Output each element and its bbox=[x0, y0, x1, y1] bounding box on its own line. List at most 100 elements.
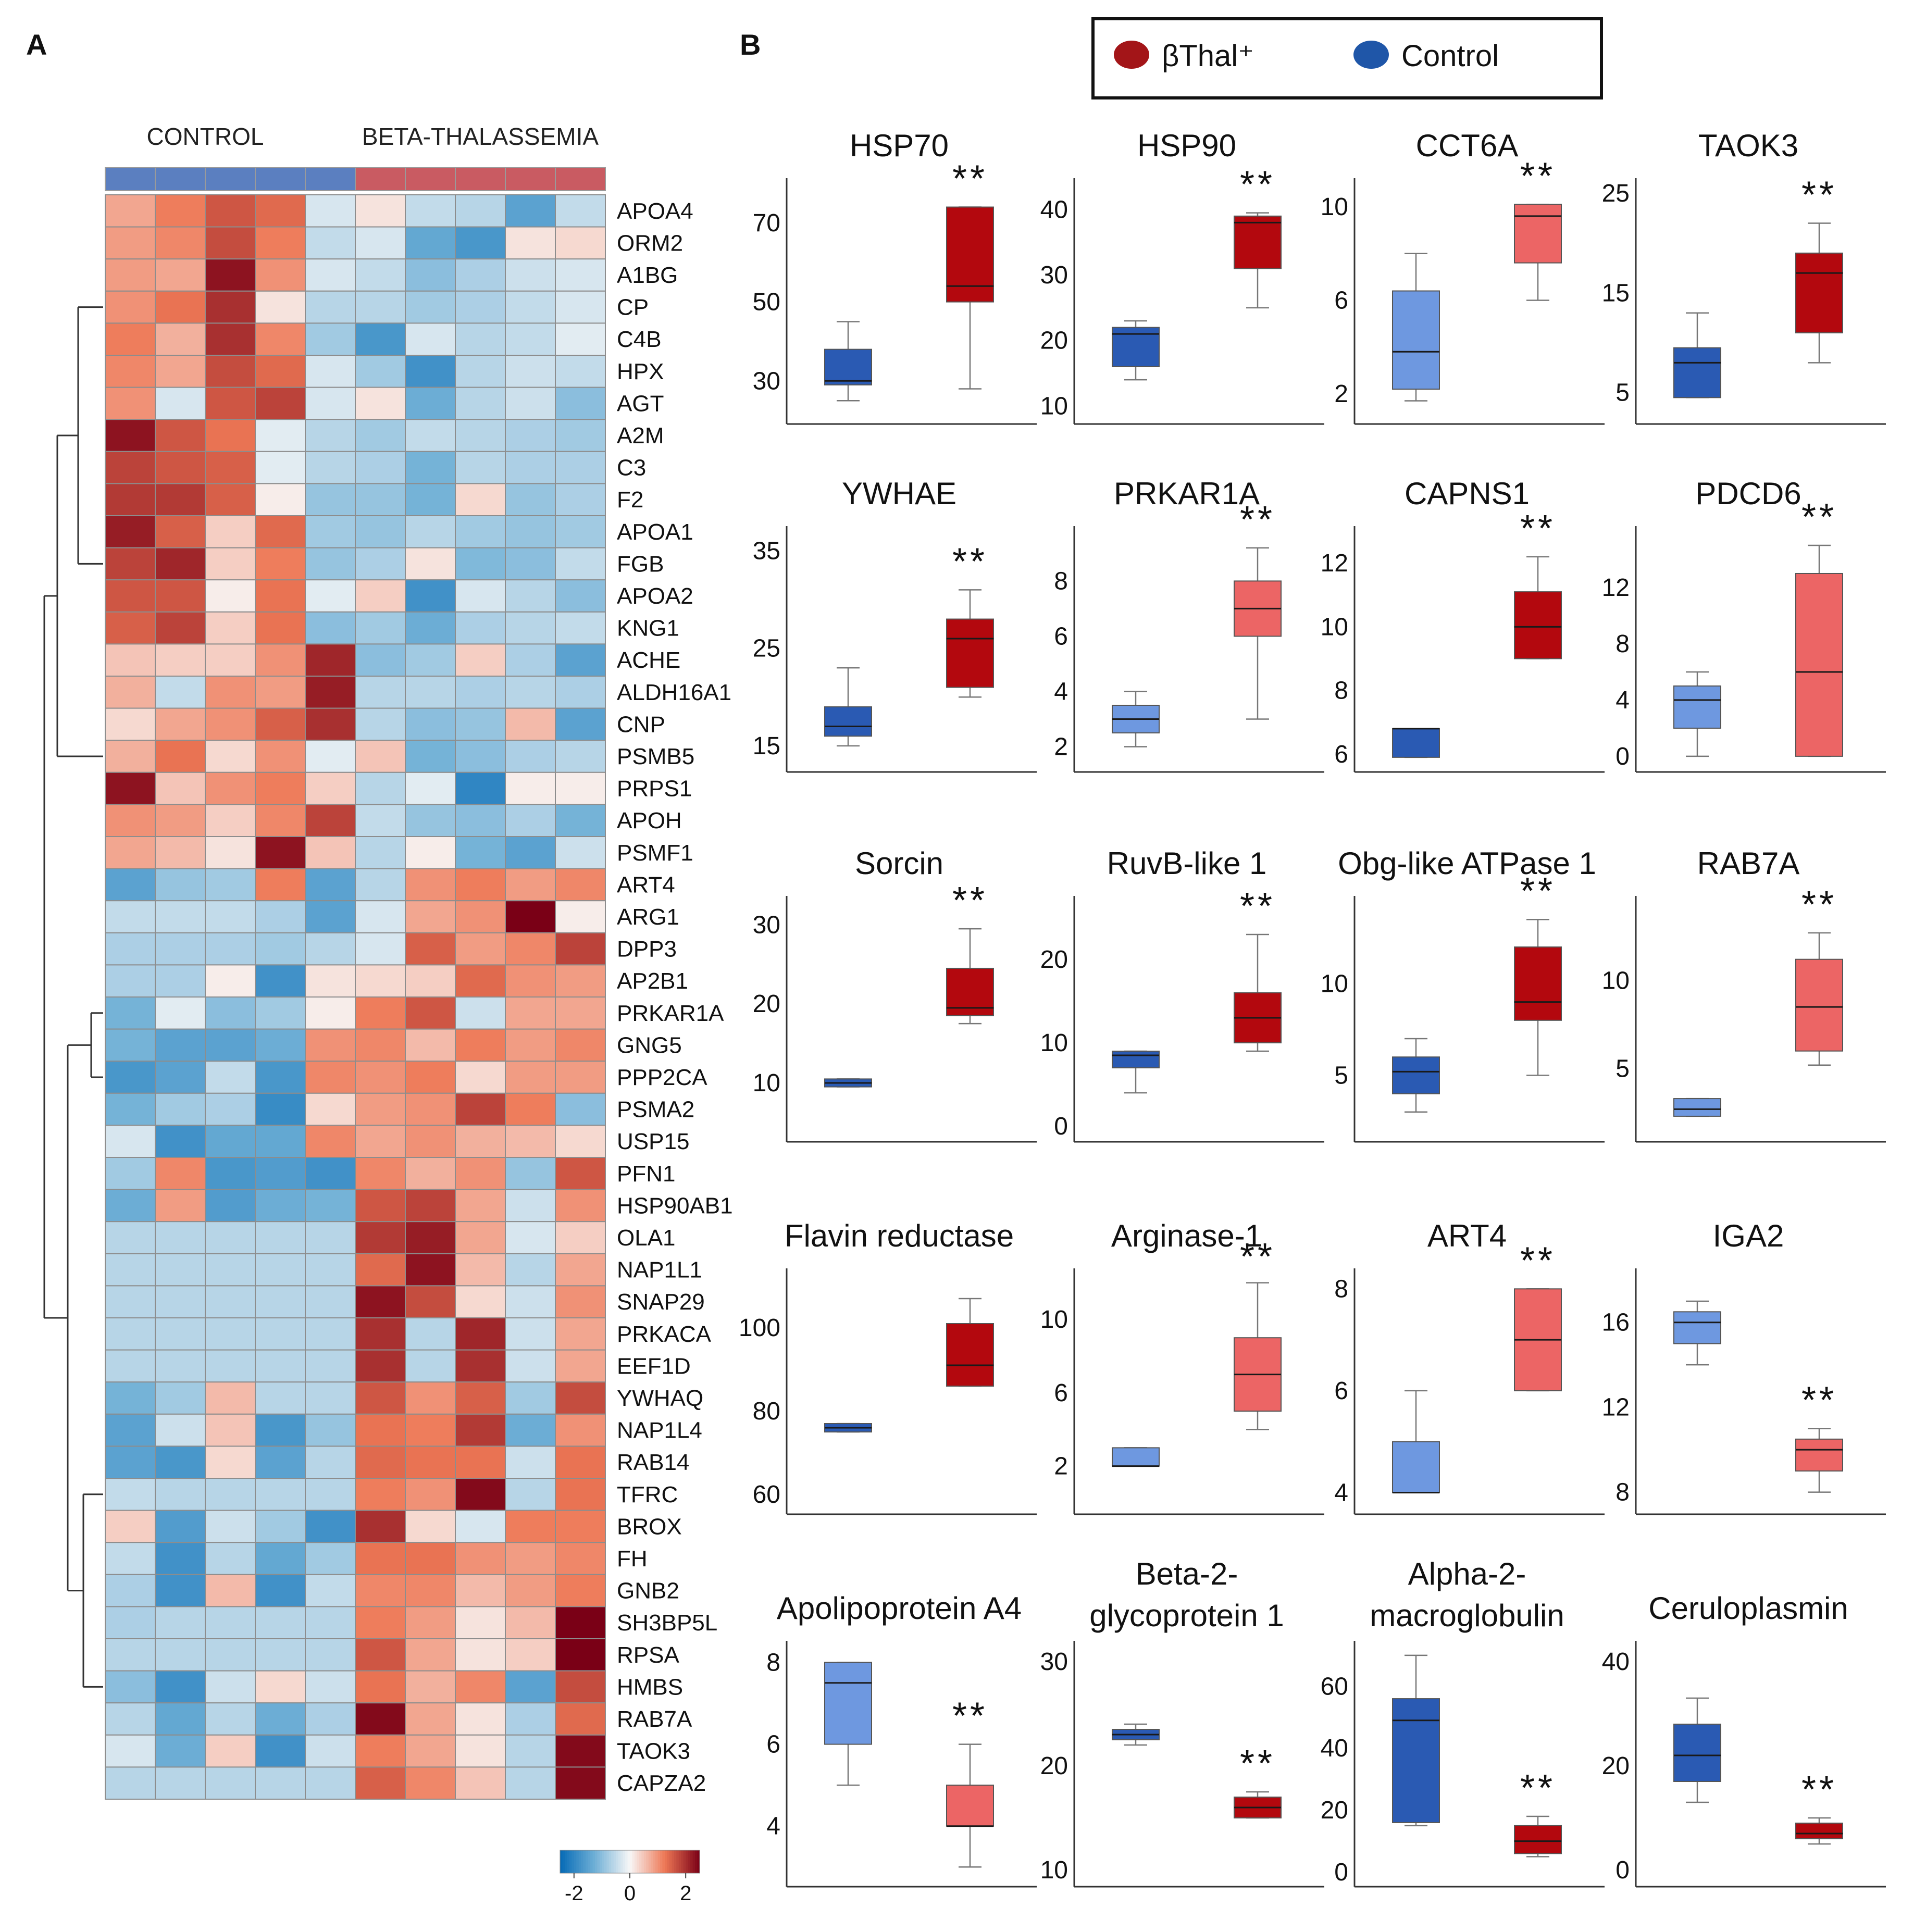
heatmap-cell bbox=[405, 1125, 455, 1157]
heatmap-cell bbox=[505, 1671, 555, 1703]
boxplot-chart: Apolipoprotein A4468** bbox=[766, 1591, 1037, 1887]
heatmap-cell bbox=[305, 1446, 355, 1478]
heatmap-cell bbox=[555, 1671, 605, 1703]
heatmap-cell bbox=[555, 1575, 605, 1607]
colorbar-segment bbox=[651, 1850, 653, 1873]
heatmap-cell bbox=[255, 1703, 305, 1735]
y-tick-label: 0 bbox=[1616, 743, 1630, 770]
heatmap-cell bbox=[155, 580, 205, 612]
heatmap-cell bbox=[205, 259, 255, 291]
heatmap-cell bbox=[405, 1639, 455, 1671]
heatmap-cell bbox=[455, 1061, 505, 1093]
y-tick-label: 70 bbox=[753, 209, 780, 237]
heatmap-cell bbox=[155, 259, 205, 291]
heatmap-cell bbox=[505, 452, 555, 484]
heatmap-cell bbox=[555, 1767, 605, 1799]
boxplot-chart: HSP90 10 20 30 40 ** bbox=[1040, 128, 1324, 424]
heatmap-cell bbox=[205, 1157, 255, 1190]
gene-label: F2 bbox=[617, 487, 643, 513]
column-annotation-cell bbox=[505, 168, 555, 191]
column-annotation-cell bbox=[155, 168, 205, 191]
y-tick-label: 6 bbox=[766, 1731, 780, 1759]
heatmap-cell bbox=[505, 676, 555, 708]
heatmap-cell bbox=[355, 1254, 405, 1286]
heatmap-cell bbox=[455, 1767, 505, 1799]
heatmap-cell bbox=[355, 708, 405, 741]
y-tick-label: 25 bbox=[1602, 180, 1630, 207]
panel-a-label: A bbox=[26, 28, 47, 61]
heatmap-cell bbox=[305, 1606, 355, 1639]
heatmap-cell bbox=[205, 483, 255, 516]
heatmap-cell bbox=[155, 1735, 205, 1767]
heatmap-cell bbox=[155, 1414, 205, 1447]
heatmap-cell bbox=[355, 1542, 405, 1575]
heatmap-cell bbox=[555, 1350, 605, 1382]
gene-label: FGB bbox=[617, 551, 664, 577]
heatmap-cell bbox=[205, 1125, 255, 1157]
heatmap-cell bbox=[255, 1735, 305, 1767]
box-bthal bbox=[947, 1785, 993, 1826]
y-tick-label: 5 bbox=[1616, 1055, 1630, 1083]
heatmap-cell bbox=[155, 419, 205, 452]
gene-label: C4B bbox=[617, 327, 662, 352]
heatmap-cell bbox=[205, 1446, 255, 1478]
heatmap-cell bbox=[105, 355, 155, 388]
boxplot-title: IGA2 bbox=[1713, 1218, 1784, 1253]
heatmap-cell bbox=[405, 1286, 455, 1318]
heatmap-cell bbox=[355, 965, 405, 997]
heatmap-cell bbox=[405, 291, 455, 323]
heatmap-cell bbox=[105, 1157, 155, 1190]
heatmap-cell bbox=[305, 323, 355, 355]
gene-label: DPP3 bbox=[617, 937, 677, 962]
heatmap-cell bbox=[455, 1254, 505, 1286]
colorbar-segment bbox=[618, 1850, 621, 1873]
box-control bbox=[1112, 1051, 1159, 1068]
heatmap-cell bbox=[205, 548, 255, 580]
colorbar-segment bbox=[686, 1850, 688, 1873]
heatmap-cell bbox=[355, 452, 405, 484]
heatmap-cell bbox=[405, 1190, 455, 1222]
boxplot-chart: IGA281216** bbox=[1602, 1218, 1886, 1514]
box-control bbox=[1674, 348, 1721, 398]
colorbar-segment bbox=[695, 1850, 698, 1873]
heatmap-cell bbox=[455, 1735, 505, 1767]
y-tick-label: 5 bbox=[1616, 379, 1630, 407]
y-tick-label: 20 bbox=[1040, 946, 1068, 974]
colorbar-segment bbox=[653, 1850, 656, 1873]
heatmap-cell bbox=[355, 837, 405, 869]
heatmap-cell bbox=[105, 1286, 155, 1318]
heatmap-cell bbox=[505, 483, 555, 516]
heatmap-cell bbox=[255, 1382, 305, 1414]
y-tick-label: 16 bbox=[1602, 1309, 1630, 1337]
heatmap-cell bbox=[155, 355, 205, 388]
heatmap-cell bbox=[405, 388, 455, 420]
heatmap-cell bbox=[305, 355, 355, 388]
colorbar-segment bbox=[574, 1850, 577, 1873]
y-tick-label: 100 bbox=[739, 1314, 780, 1342]
heatmap-cell bbox=[405, 1767, 455, 1799]
colorbar-segment bbox=[632, 1850, 635, 1873]
heatmap-cell bbox=[505, 355, 555, 388]
heatmap-cell bbox=[555, 1446, 605, 1478]
heatmap-cell bbox=[555, 1125, 605, 1157]
y-tick-label: 25 bbox=[753, 635, 780, 663]
heatmap-cell bbox=[455, 901, 505, 933]
heatmap-cell bbox=[155, 1382, 205, 1414]
heatmap-cell bbox=[455, 1350, 505, 1382]
heatmap-cell bbox=[405, 355, 455, 388]
heatmap-cell bbox=[255, 291, 305, 323]
heatmap-cell bbox=[255, 452, 305, 484]
heatmap-cell bbox=[555, 1190, 605, 1222]
heatmap-cell bbox=[205, 612, 255, 644]
gene-label: ART4 bbox=[617, 872, 675, 898]
boxplot-chart: RAB7A510** bbox=[1602, 846, 1886, 1142]
heatmap-cell bbox=[305, 997, 355, 1029]
heatmap-cell bbox=[105, 1446, 155, 1478]
heatmap-cell bbox=[355, 1350, 405, 1382]
gene-label: ARG1 bbox=[617, 904, 679, 930]
heatmap-cell bbox=[305, 1382, 355, 1414]
y-tick-label: 30 bbox=[1040, 1648, 1068, 1676]
heatmap-cell bbox=[255, 804, 305, 837]
heatmap-cell bbox=[455, 548, 505, 580]
heatmap-cell bbox=[305, 1767, 355, 1799]
